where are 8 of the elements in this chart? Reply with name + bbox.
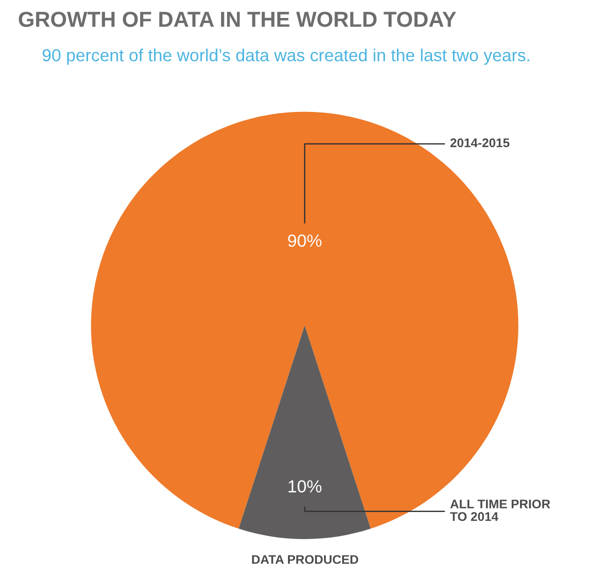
data-label: 90% (288, 234, 322, 247)
pie-slice (238, 325, 371, 540)
text: DATA PRODUCED (252, 555, 358, 564)
chart-title: GROWTH OF DATA IN THE WORLD TODAY (18, 12, 456, 27)
chart-subtitle: 90 percent of the world’s data was created in the last two years. (42, 48, 530, 65)
slice-label: 2014-2015 (450, 138, 510, 148)
slice-label: ALL TIME PRIOR TO 2014 (450, 500, 550, 521)
data-label: 10% (288, 480, 322, 493)
